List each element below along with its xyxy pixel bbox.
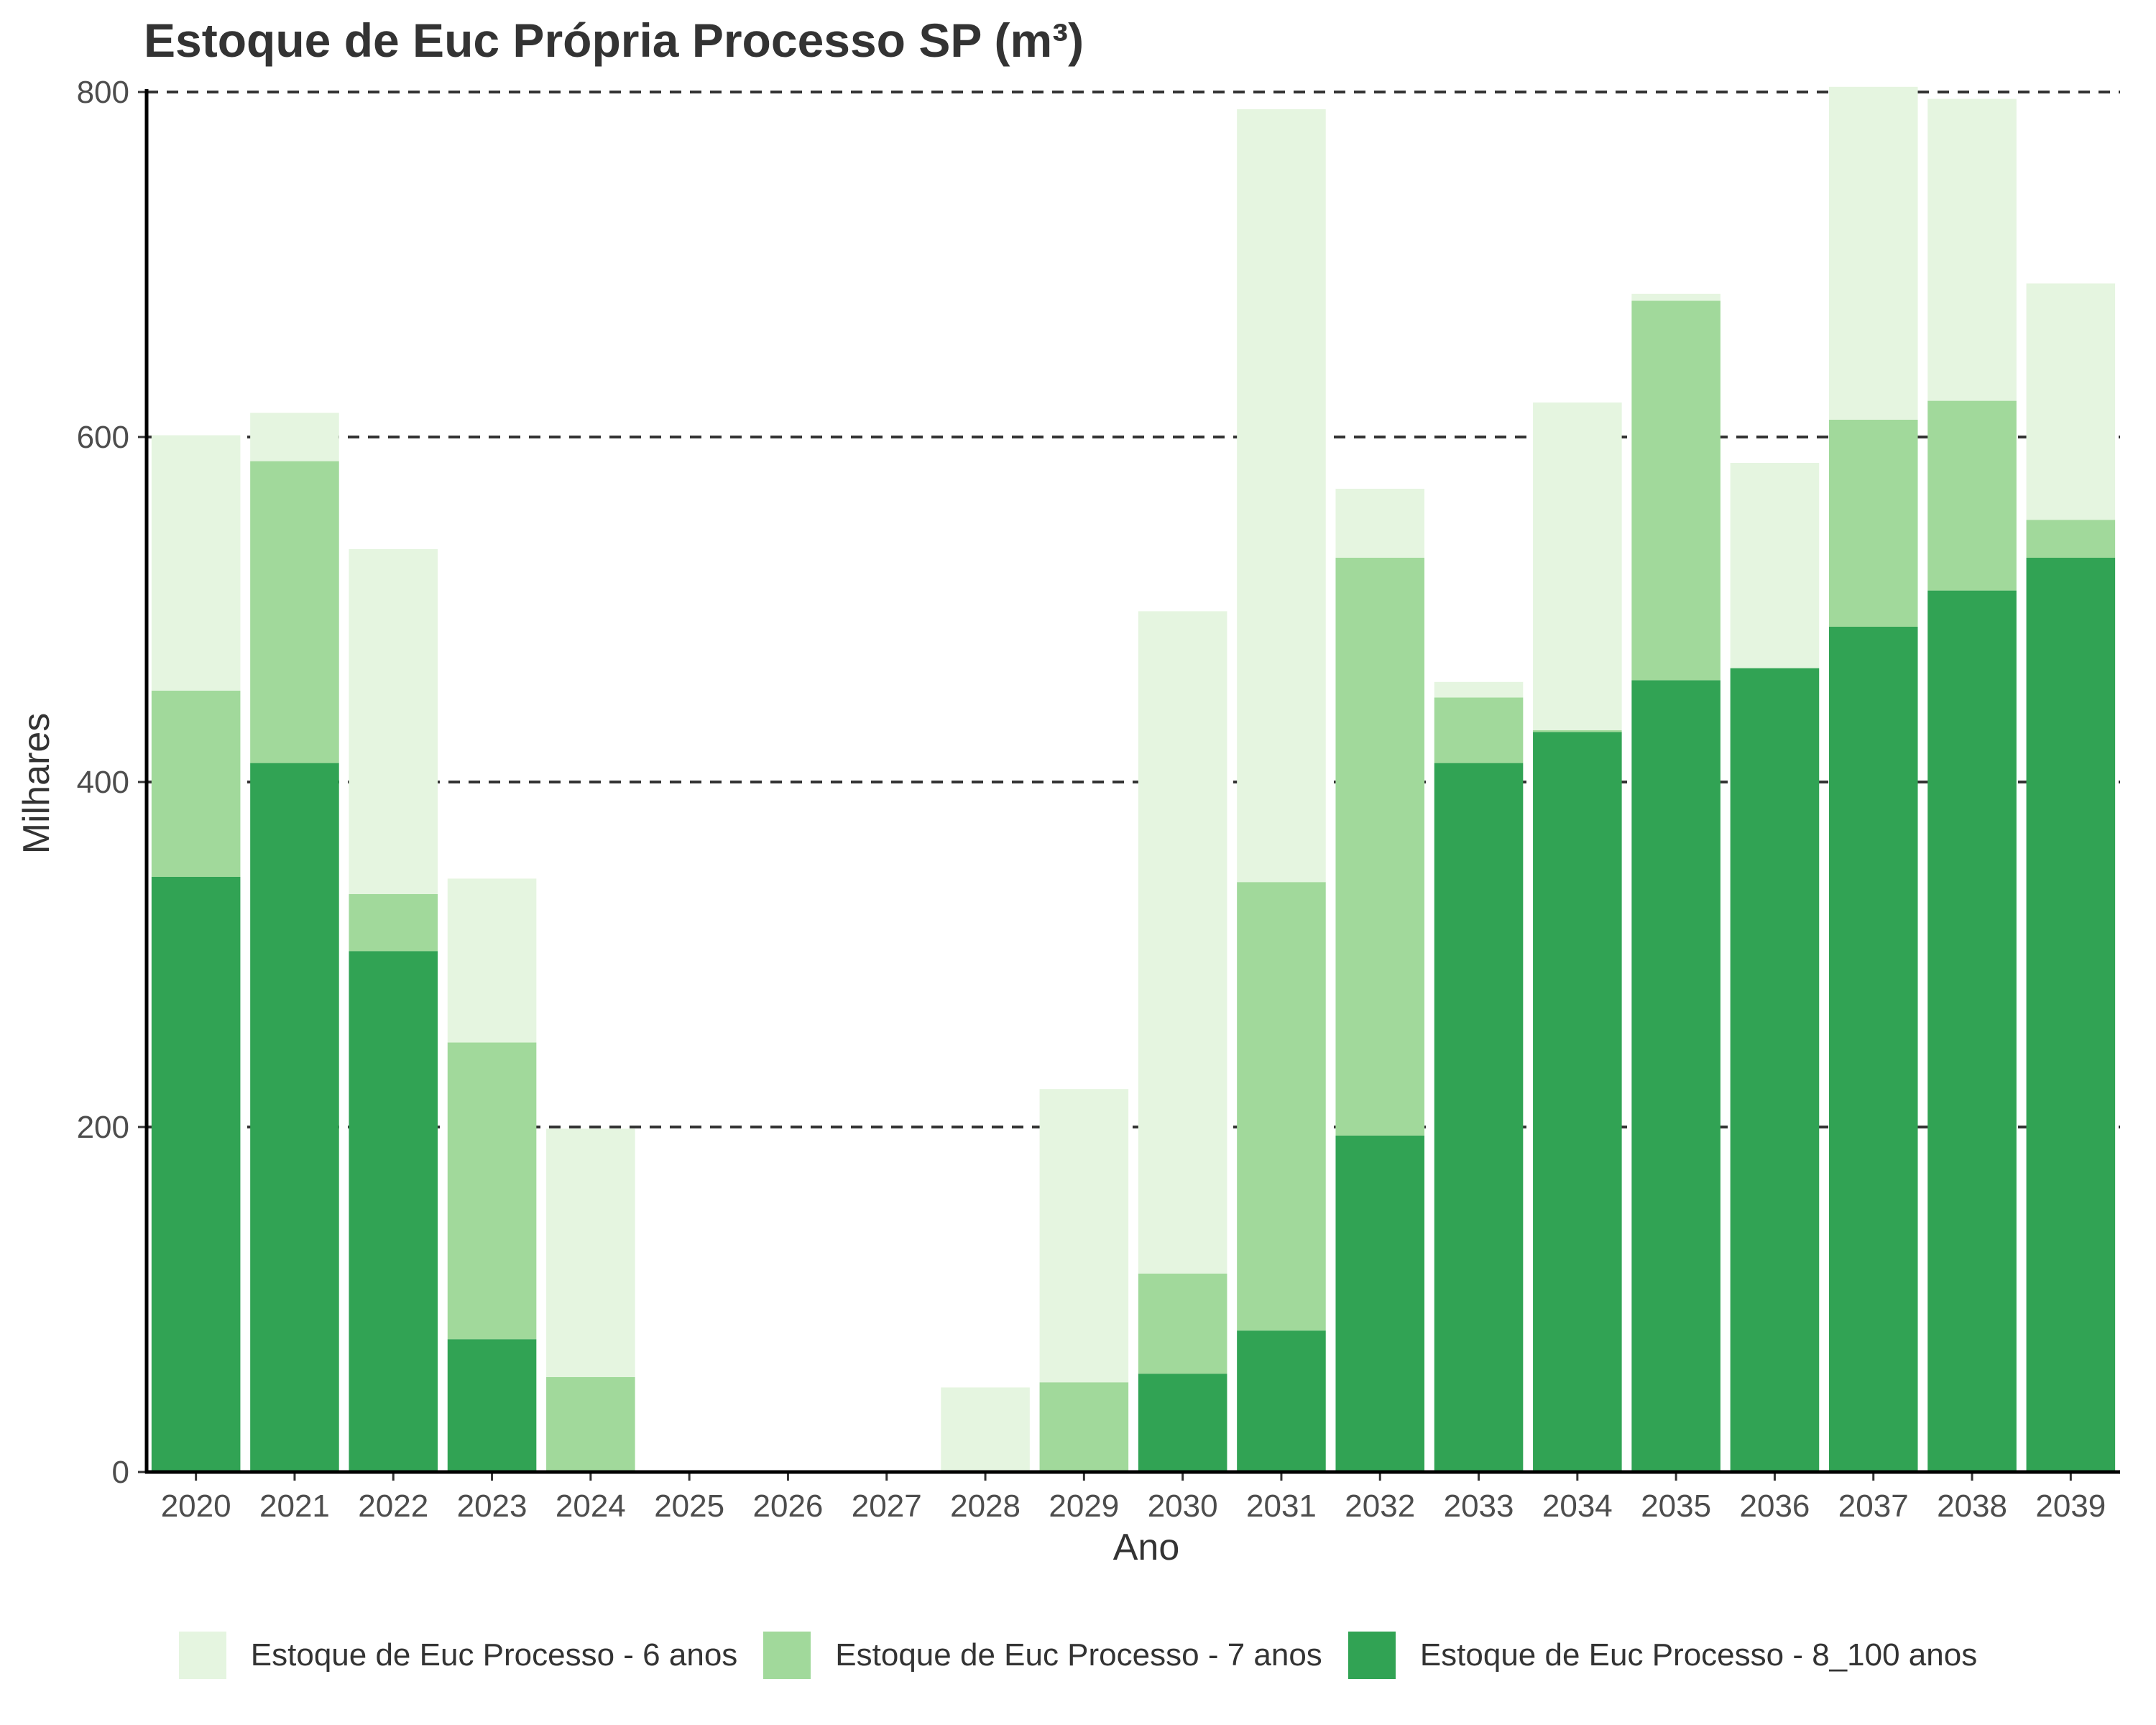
- x-tick-label: 2030: [1148, 1489, 1218, 1524]
- y-tick-label: 800: [77, 75, 129, 110]
- bar-segment: [1533, 730, 1622, 732]
- bar-segment: [349, 549, 438, 894]
- bar-segment: [1335, 1136, 1425, 1472]
- legend: Estoque de Euc Processo - 6 anos Estoque …: [0, 1632, 2156, 1679]
- x-tick-label: 2039: [2035, 1489, 2106, 1524]
- bar-segment: [1434, 697, 1524, 763]
- bar-segment: [447, 878, 537, 1043]
- legend-label: Estoque de Euc Processo - 6 anos: [250, 1637, 738, 1673]
- x-tick-label: 2038: [1937, 1489, 2007, 1524]
- x-tick-label: 2026: [753, 1489, 824, 1524]
- bar-segment: [1927, 590, 2017, 1472]
- bar-segment: [1138, 611, 1227, 1274]
- bar-segment: [349, 894, 438, 952]
- x-tick-label: 2029: [1049, 1489, 1119, 1524]
- bar-segment: [250, 413, 339, 461]
- bar-segment: [151, 690, 241, 877]
- bar-segment: [1730, 668, 1820, 1472]
- bar-segment: [1138, 1374, 1227, 1472]
- bars: [151, 86, 2116, 1472]
- x-tick-label: 2027: [852, 1489, 922, 1524]
- bar-segment: [1434, 681, 1524, 698]
- x-tick-label: 2037: [1838, 1489, 1909, 1524]
- bar-segment: [546, 1377, 635, 1472]
- x-tick-label: 2021: [259, 1489, 330, 1524]
- bar-segment: [1730, 463, 1820, 668]
- bar-segment: [1828, 627, 1918, 1472]
- bar-segment: [447, 1339, 537, 1472]
- bar-segment: [1828, 86, 1918, 420]
- legend-label: Estoque de Euc Processo - 8_100 anos: [1419, 1637, 1978, 1673]
- x-tick-label: 2024: [556, 1489, 626, 1524]
- bar-segment: [1335, 489, 1425, 558]
- gridlines: [147, 91, 2120, 1128]
- y-tick-label: 200: [77, 1110, 129, 1145]
- bar-segment: [151, 435, 241, 691]
- x-tick-label: 2035: [1641, 1489, 1711, 1524]
- y-axis-title: Milhares: [16, 713, 57, 855]
- legend-swatch: [1348, 1632, 1396, 1679]
- bar-segment: [1927, 98, 2017, 401]
- bar-segment: [1039, 1382, 1129, 1472]
- bar-segment: [1335, 558, 1425, 1136]
- bar-segment: [250, 763, 339, 1472]
- bar-segment: [1533, 732, 1622, 1472]
- bar-segment: [250, 461, 339, 763]
- tick-labels: 0 200 400 600 800 2020 2021 2022 2023 2024 2025 202…: [77, 75, 2106, 1524]
- x-tick-label: 2031: [1246, 1489, 1317, 1524]
- bar-segment: [151, 877, 241, 1472]
- bar-segment: [1138, 1274, 1227, 1374]
- legend-swatch: [178, 1632, 226, 1679]
- x-tick-label: 2028: [950, 1489, 1021, 1524]
- x-axis-title: Ano: [1113, 1527, 1180, 1568]
- legend-swatch: [763, 1632, 811, 1679]
- bar-segment: [1631, 293, 1720, 301]
- bar-segment: [1434, 763, 1524, 1472]
- bar-segment: [1237, 1330, 1326, 1472]
- x-tick-label: 2022: [358, 1489, 428, 1524]
- chart-title: Estoque de Euc Própria Processo SP (m³): [144, 14, 1084, 67]
- bar-segment: [2026, 283, 2116, 520]
- bar-segment: [1631, 300, 1720, 681]
- y-tick-label: 0: [112, 1455, 129, 1490]
- legend-item: Estoque de Euc Processo - 7 anos: [763, 1632, 1322, 1679]
- x-tick-label: 2033: [1444, 1489, 1514, 1524]
- x-tick-label: 2020: [161, 1489, 231, 1524]
- bar-segment: [2026, 520, 2116, 558]
- y-tick-label: 400: [77, 765, 129, 800]
- x-tick-label: 2032: [1345, 1489, 1415, 1524]
- x-tick-label: 2023: [457, 1489, 528, 1524]
- bar-segment: [1927, 400, 2017, 591]
- x-tick-label: 2025: [654, 1489, 724, 1524]
- axes: [138, 89, 2120, 1481]
- bar-segment: [1237, 882, 1326, 1331]
- bar-segment: [1631, 680, 1720, 1472]
- legend-item: Estoque de Euc Processo - 8_100 anos: [1348, 1632, 1977, 1679]
- chart-plot: 0 200 400 600 800 2020 2021 2022 2023 2024 2025 202…: [16, 75, 2120, 1568]
- y-tick-label: 600: [77, 420, 129, 455]
- bar-segment: [941, 1387, 1030, 1472]
- bar-segment: [1039, 1089, 1129, 1383]
- bar-segment: [349, 951, 438, 1472]
- legend-item: Estoque de Euc Processo - 6 anos: [178, 1632, 738, 1679]
- bar-segment: [447, 1042, 537, 1340]
- bar-segment: [546, 1128, 635, 1377]
- bar-segment: [2026, 558, 2116, 1472]
- bar-segment: [1237, 109, 1326, 883]
- legend-label: Estoque de Euc Processo - 7 anos: [835, 1637, 1322, 1673]
- x-tick-label: 2034: [1542, 1489, 1613, 1524]
- bar-segment: [1828, 420, 1918, 627]
- x-tick-label: 2036: [1740, 1489, 1810, 1524]
- bar-segment: [1533, 402, 1622, 730]
